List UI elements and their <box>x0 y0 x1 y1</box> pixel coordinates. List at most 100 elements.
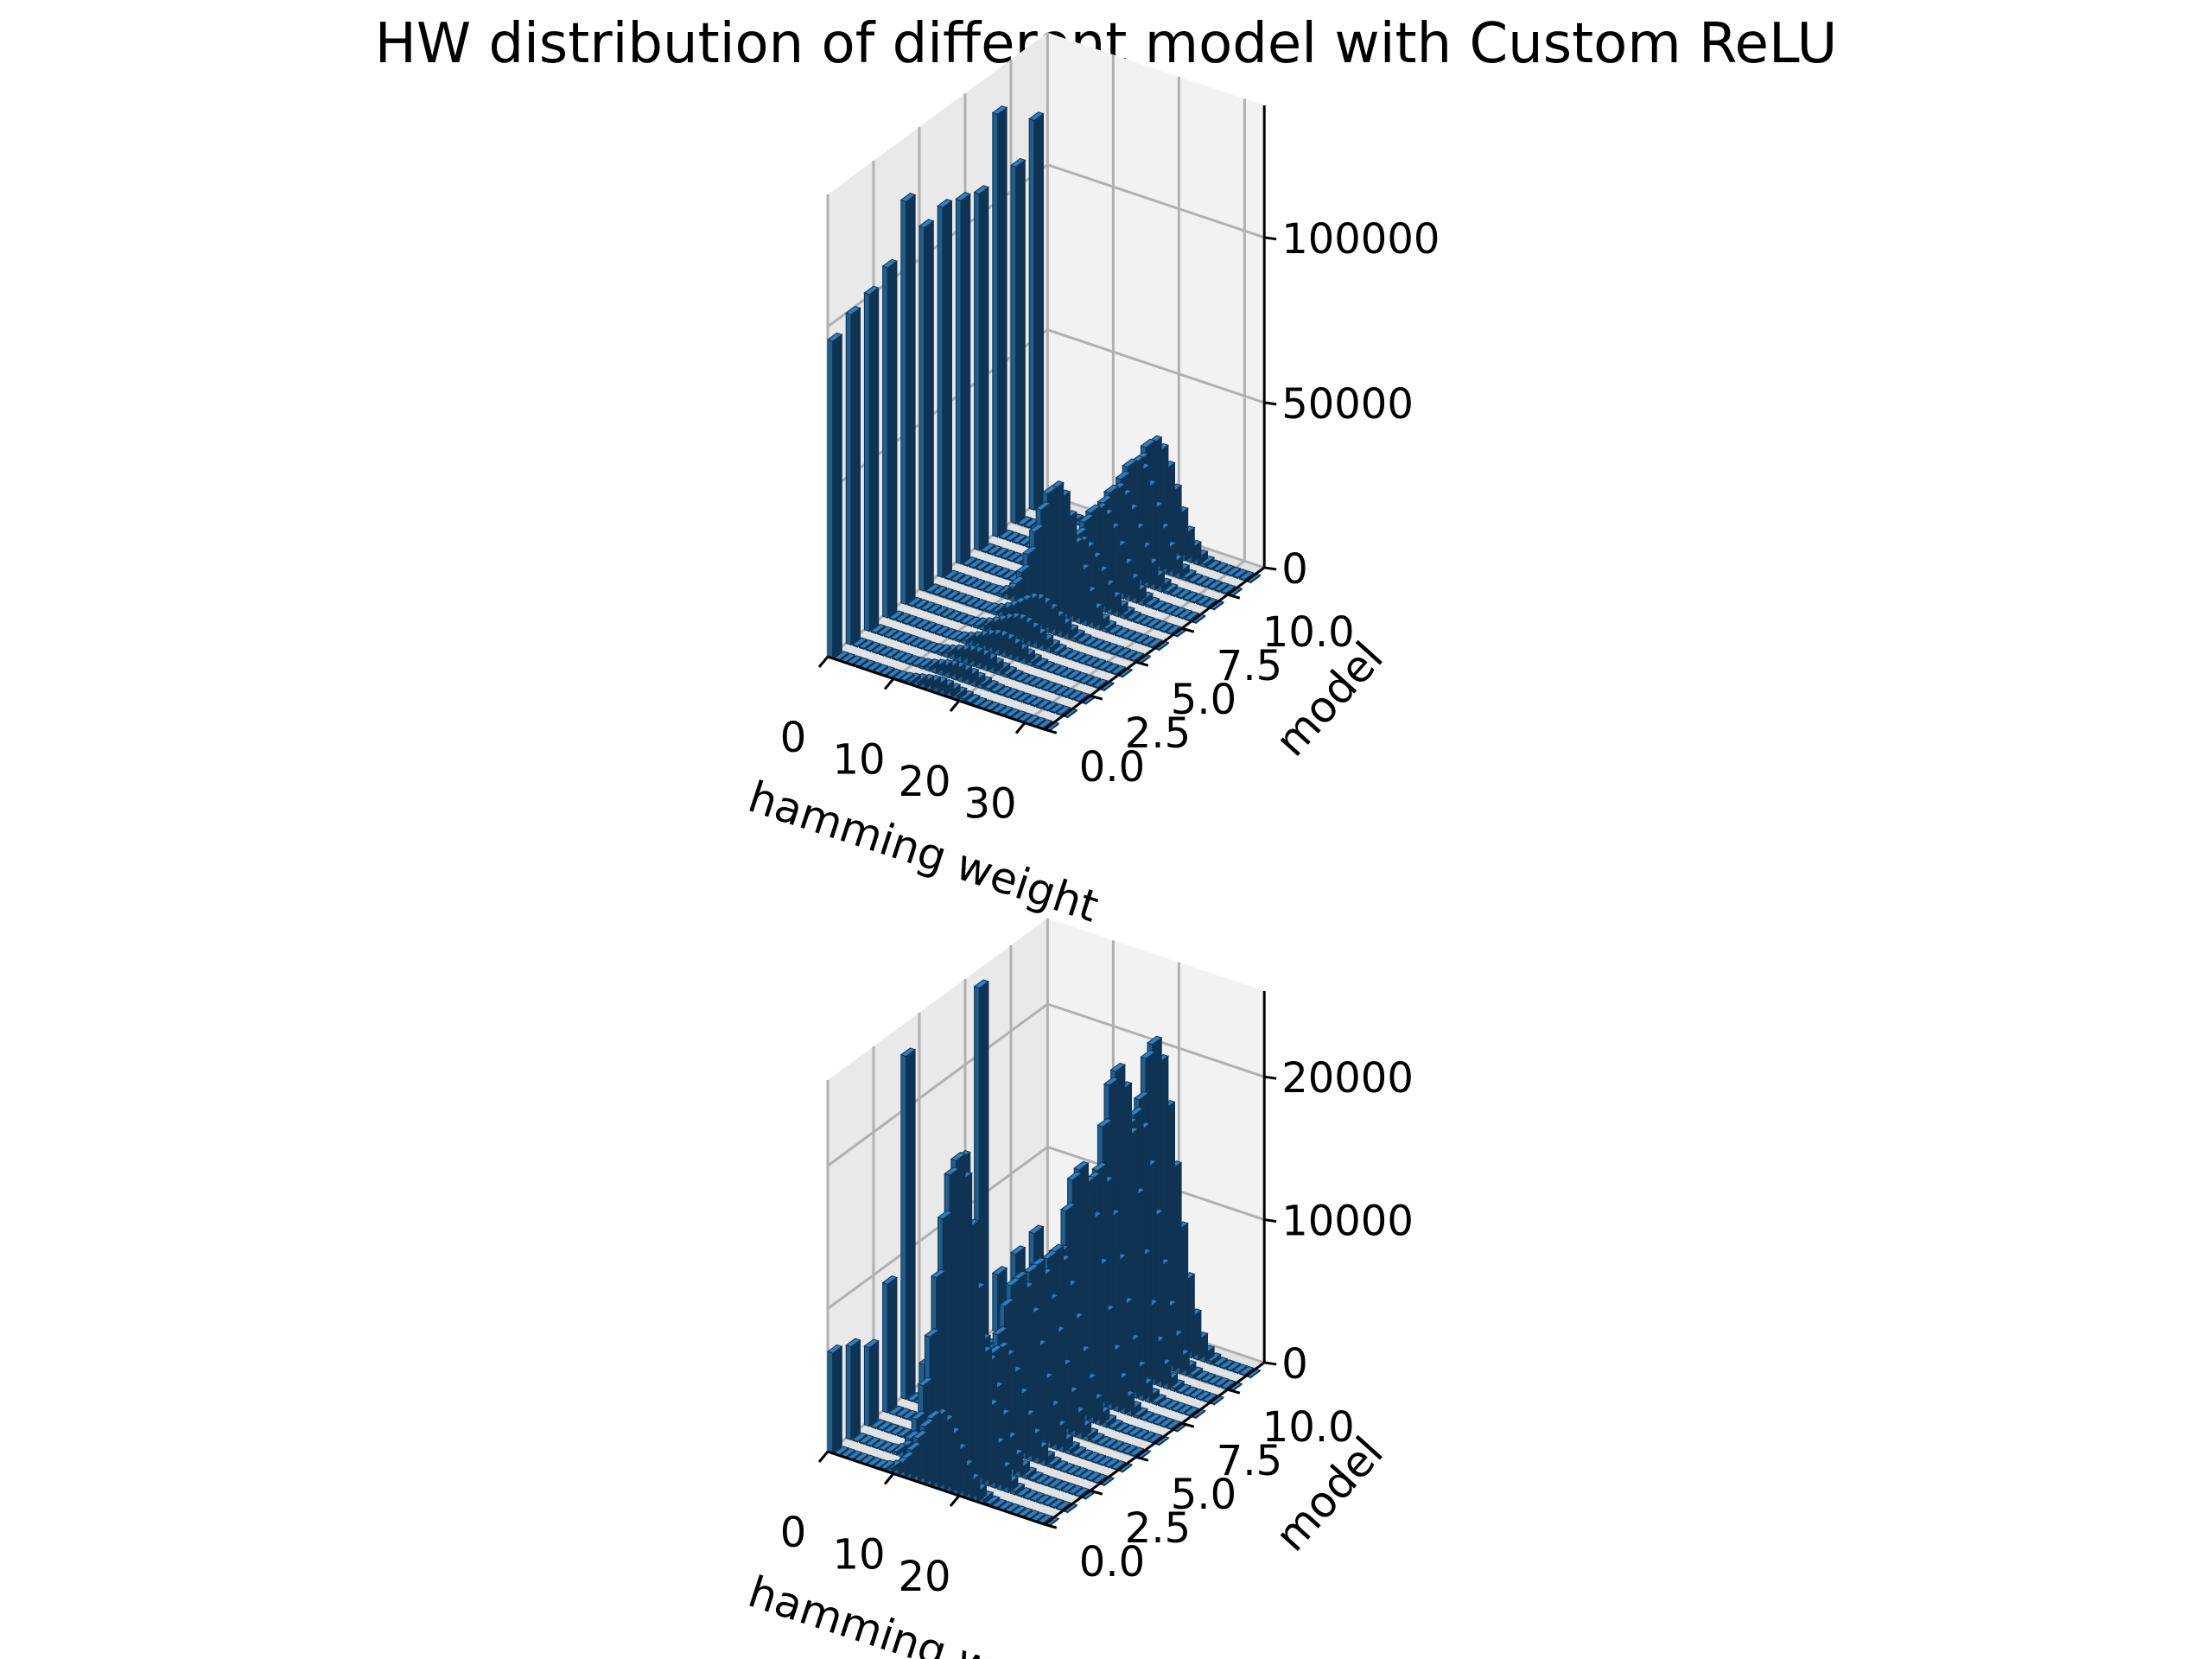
bar <box>1040 1476 1057 1487</box>
x-tick-label: 0 <box>780 714 807 762</box>
bar-face-top <box>975 561 991 570</box>
bar-face-top <box>1052 665 1069 675</box>
bar-face-top <box>1028 1224 1045 1235</box>
bar-face-front <box>863 1345 870 1427</box>
bar <box>1107 1419 1124 1431</box>
bar-face-top <box>1071 671 1089 682</box>
x-tick-label: 20 <box>898 1553 950 1601</box>
bar-face-top <box>881 1275 898 1285</box>
bar <box>1053 685 1071 696</box>
bar-face-top <box>988 565 1004 575</box>
bar-face-top <box>998 529 1014 539</box>
bar <box>1033 678 1051 690</box>
bar-face-top <box>937 199 953 208</box>
bar-face-top <box>921 621 938 631</box>
bar-face-top <box>1066 690 1084 700</box>
bar <box>863 285 880 632</box>
bar <box>1015 1486 1033 1498</box>
bar <box>939 607 956 619</box>
bar <box>894 612 912 624</box>
bar-face-top <box>977 601 994 611</box>
bar <box>1231 1363 1249 1375</box>
bar <box>1193 1370 1211 1382</box>
bar-face-front <box>1028 118 1035 511</box>
bar-face-top <box>1157 602 1173 612</box>
bar <box>998 529 1014 541</box>
bar-face-top <box>1066 1484 1084 1495</box>
bar <box>1046 663 1062 674</box>
bar-face-top <box>1139 1410 1155 1421</box>
bar <box>845 1338 861 1441</box>
bar-face-top <box>1128 1446 1145 1457</box>
bar-face-top <box>950 572 966 582</box>
bar <box>943 569 960 581</box>
bar-face-top <box>1009 157 1027 168</box>
bar <box>1084 1451 1100 1462</box>
x-tick <box>883 677 895 690</box>
bar-face-top <box>1225 1361 1242 1371</box>
bar-face-top <box>845 305 861 315</box>
bar-face-front <box>918 225 925 592</box>
bar-face-top <box>1096 1435 1112 1446</box>
bar-face-front <box>937 205 944 578</box>
z-tick <box>1263 566 1277 571</box>
bar-face-top <box>1052 1459 1069 1470</box>
bar <box>1114 1422 1130 1433</box>
bar-face-top <box>1040 681 1057 691</box>
bar-face-top <box>959 614 976 624</box>
bar-face-top <box>950 1152 967 1161</box>
z-tick-label: 50000 <box>1281 380 1414 429</box>
bar <box>994 567 1011 578</box>
bar-face-side <box>850 1339 861 1441</box>
bar <box>1060 1483 1077 1494</box>
z-tick <box>1263 1361 1277 1366</box>
bar <box>1201 1392 1218 1404</box>
bar-face-top <box>1109 1440 1125 1450</box>
bar-face-top <box>1127 631 1143 641</box>
bar <box>1139 1410 1155 1422</box>
x-tick-label: 20 <box>898 758 950 806</box>
bar-face-top <box>992 1325 1008 1336</box>
bar <box>1090 1453 1107 1465</box>
bar <box>858 639 874 651</box>
bar-face-top <box>883 1423 899 1433</box>
bar-face-top <box>1193 1370 1211 1380</box>
bar-face-top <box>1211 562 1229 572</box>
bar <box>1140 1431 1157 1442</box>
bar-face-top <box>1048 1498 1065 1509</box>
bar-face-top <box>932 605 950 615</box>
bar <box>1238 1365 1255 1376</box>
bar-face-top <box>1122 649 1138 659</box>
bar <box>1163 604 1180 616</box>
bar-face-top <box>1115 1442 1132 1452</box>
bar-face-top <box>924 1328 940 1338</box>
bar-face-top <box>930 1268 947 1279</box>
bar-face-top <box>1071 652 1087 662</box>
bar <box>922 641 939 652</box>
bar-face-top <box>1058 667 1076 677</box>
x-tick <box>883 1472 895 1485</box>
bar-face-top <box>1028 696 1046 707</box>
bar <box>952 612 969 623</box>
bar-face-top <box>1145 618 1162 628</box>
bar <box>1015 692 1033 703</box>
bar <box>1052 1459 1069 1471</box>
bar <box>1028 1491 1046 1503</box>
y-tick <box>1227 1388 1241 1395</box>
bar <box>954 631 970 644</box>
bar-face-top <box>991 1266 1008 1275</box>
bar <box>1188 1388 1205 1399</box>
y-tick-label: 5.0 <box>1171 676 1236 724</box>
bar <box>1206 580 1224 591</box>
bar <box>956 574 973 585</box>
bar <box>884 648 901 659</box>
bar-face-top <box>1165 624 1181 634</box>
bar <box>889 1425 906 1436</box>
y-tick-label: 10.0 <box>1262 1403 1355 1452</box>
bar <box>1028 696 1046 708</box>
bar-face-top <box>1084 1451 1100 1461</box>
bar <box>1128 652 1145 663</box>
bar-face-top <box>918 1418 935 1427</box>
bar <box>1152 1415 1168 1427</box>
